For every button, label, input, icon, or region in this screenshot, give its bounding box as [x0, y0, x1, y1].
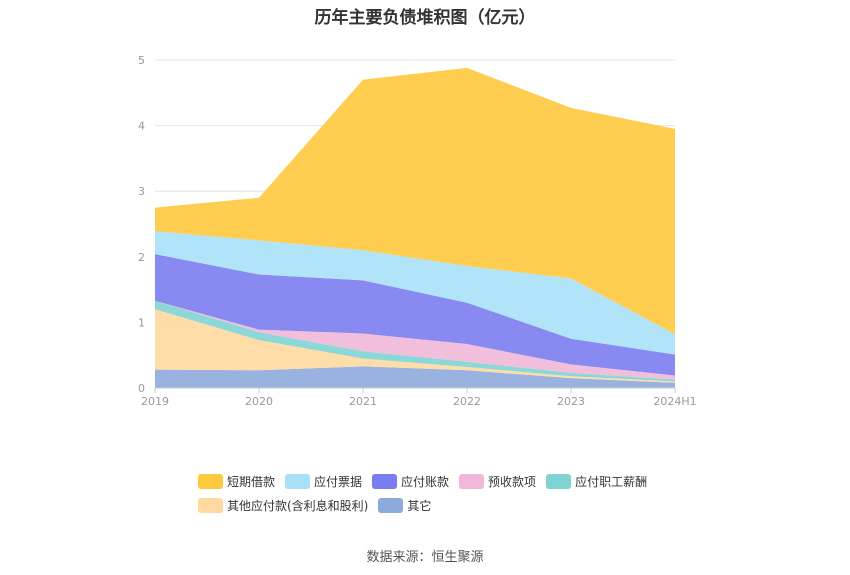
legend-swatch: [459, 473, 485, 489]
legend-label: 应付票据: [314, 474, 363, 489]
legend-item[interactable]: 其他应付款(含利息和股利): [198, 496, 368, 514]
legend-swatch: [372, 473, 398, 489]
legend-swatch: [378, 497, 404, 513]
legend-item[interactable]: 短期借款: [198, 472, 275, 490]
legend-label: 其他应付款(含利息和股利): [227, 498, 369, 513]
legend-item[interactable]: 预收款项: [459, 472, 536, 490]
x-tick-label: 2023: [557, 395, 585, 408]
legend-label: 应付账款: [401, 474, 450, 489]
legend-item[interactable]: 应付账款: [372, 472, 449, 490]
x-tick-label: 2022: [453, 395, 481, 408]
x-tick-label: 2021: [349, 395, 377, 408]
x-tick-label: 2019: [141, 395, 169, 408]
area-预收款项: [155, 300, 675, 380]
y-tick-label: 5: [138, 54, 145, 67]
legend-swatch: [285, 473, 311, 489]
y-tick-label: 0: [138, 382, 145, 395]
legend-swatch: [198, 497, 223, 513]
area-应付账款: [155, 254, 675, 376]
area-短期借款: [155, 67, 675, 335]
legend-item[interactable]: 应付职工薪酬: [546, 472, 647, 490]
y-tick-label: 2: [138, 251, 145, 264]
area-其他应付款(含利息和股利): [155, 309, 675, 383]
legend: 短期借款 应付票据 应付账款 预收款项 应付职工薪酬其他应付款(含利息和股利) 其它: [198, 472, 668, 520]
data-source: 数据来源：恒生聚源: [366, 550, 484, 565]
axes: 0 1 2 3 4 5 2019 2020 2021 2022 2023 2024H1: [138, 54, 697, 408]
y-tick-label: 1: [138, 316, 145, 329]
legend-label: 预收款项: [488, 474, 537, 489]
legend-label: 应付职工薪酬: [575, 474, 648, 489]
stacked-area-chart: 0 1 2 3 4 5 2019 2020 2021 2022 2023 2024H1: [138, 54, 697, 408]
area-其它: [155, 366, 675, 388]
legend-item[interactable]: 其它: [378, 496, 431, 514]
area-应付票据: [155, 231, 675, 355]
y-tick-label: 4: [138, 120, 145, 133]
legend-item[interactable]: 应付票据: [285, 472, 362, 490]
legend-label: 短期借款: [227, 474, 276, 489]
legend-swatch: [546, 473, 572, 489]
legend-swatch: [198, 473, 223, 489]
x-tick-label: 2024H1: [653, 395, 696, 408]
chart-title: 历年主要负债堆积图（亿元）: [314, 8, 536, 28]
y-tick-label: 3: [138, 185, 145, 198]
x-tick-label: 2020: [245, 395, 273, 408]
legend-label: 其它: [407, 498, 432, 513]
area-series: [155, 67, 675, 388]
